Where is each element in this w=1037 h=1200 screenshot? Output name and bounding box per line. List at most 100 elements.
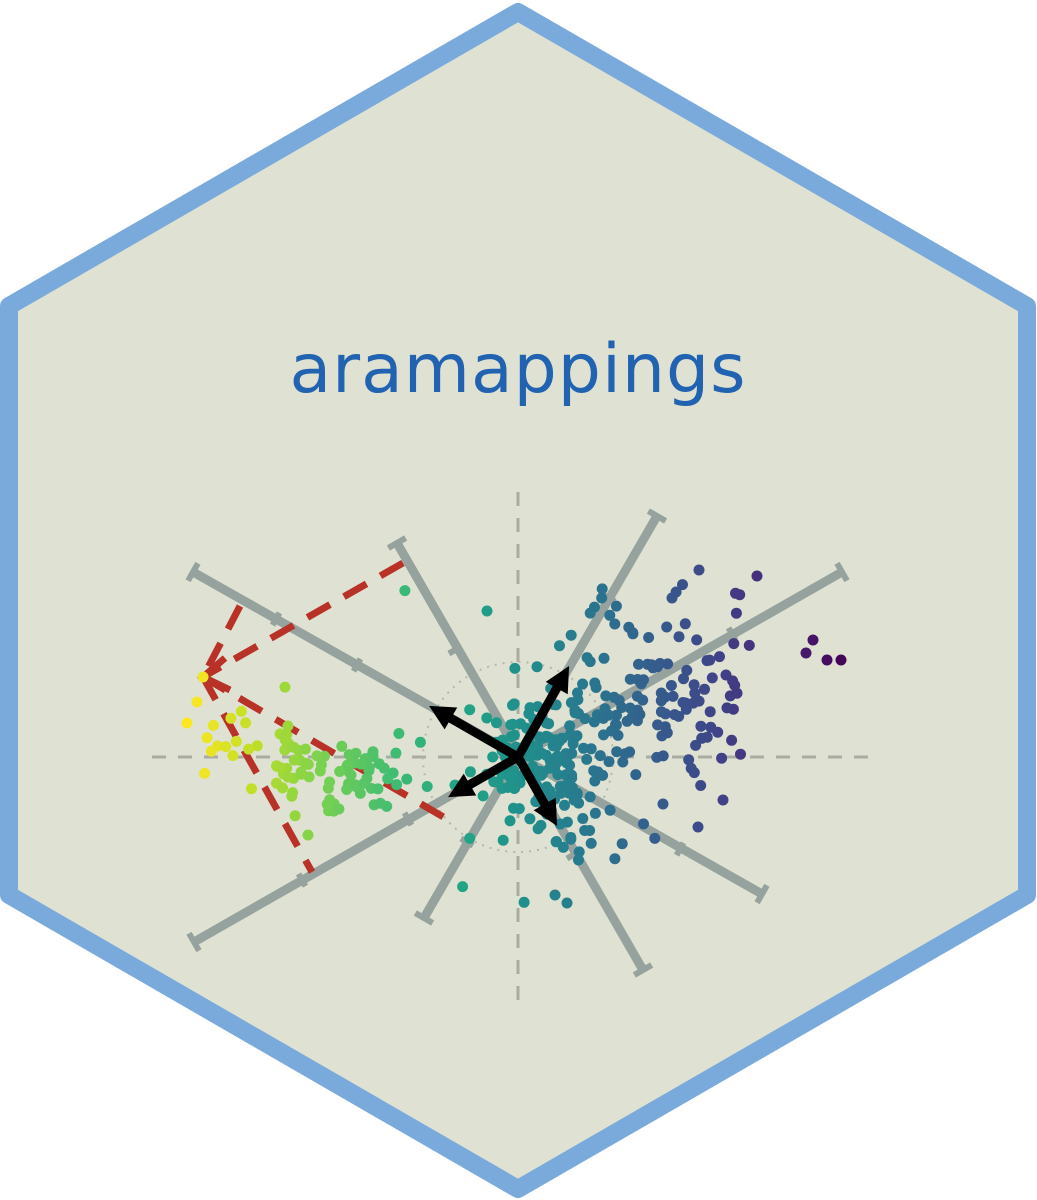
scatter-point (604, 609, 616, 621)
scatter-point (508, 698, 520, 710)
scatter-point (612, 729, 624, 741)
scatter-point (569, 707, 581, 719)
scatter-point (624, 702, 636, 714)
logo-title: aramappings (289, 330, 746, 409)
scatter-point (481, 605, 493, 617)
scatter-point (288, 741, 300, 753)
scatter-point (502, 782, 514, 793)
scatter-point (821, 654, 833, 666)
scatter-point (685, 762, 697, 774)
scatter-point (555, 787, 567, 799)
scatter-point (565, 629, 577, 641)
scatter-point (705, 721, 717, 733)
scatter-point (731, 687, 743, 699)
projection-line-bottom (199, 675, 316, 874)
scatter-point (201, 732, 213, 744)
scatter-point (324, 794, 336, 806)
scatter-point (677, 579, 688, 591)
scatter-point (524, 813, 536, 825)
scatter-point (610, 719, 621, 731)
scatter-point (704, 706, 716, 718)
axis-endcap (834, 561, 850, 583)
scatter-point (421, 781, 433, 792)
scatter-point (559, 799, 570, 811)
scatter-point (624, 746, 636, 758)
scatter-point (604, 804, 616, 816)
scatter-point (564, 720, 576, 732)
projection-line-left (199, 604, 244, 679)
scatter-point (573, 846, 585, 858)
scatter-point (464, 766, 476, 778)
scatter-point (550, 836, 562, 848)
scatter-point (275, 762, 286, 774)
scatter-point (295, 768, 307, 780)
scatter-point (699, 683, 710, 695)
scatter-point (220, 741, 232, 753)
scatter-point (683, 754, 695, 766)
axis-tick (350, 657, 364, 673)
scatter-point (391, 779, 403, 791)
scatter-point (550, 754, 562, 765)
scatter-point (649, 832, 661, 844)
arrow-head (448, 773, 477, 798)
scatter-point (541, 781, 553, 793)
scatter-point (314, 765, 326, 777)
scatter-point (616, 702, 628, 713)
scatter-point (549, 889, 561, 901)
scatter-point (342, 765, 354, 777)
scatter-point (393, 728, 405, 739)
axis-tick (725, 626, 739, 642)
scatter-point (584, 791, 596, 803)
scatter-point (751, 570, 763, 582)
scatter-point (504, 815, 516, 827)
scatter-point (666, 592, 678, 604)
scatter-point (800, 647, 812, 659)
scatter-point (598, 652, 610, 664)
scatter-point (227, 750, 239, 762)
scatter-point (652, 719, 664, 731)
scatter-point (566, 747, 578, 759)
scatter-point (279, 681, 291, 693)
scatter-point (246, 783, 257, 795)
scatter-point (631, 690, 643, 702)
scatter-point (678, 673, 689, 685)
scatter-point (634, 709, 646, 720)
scatter-point (585, 837, 597, 849)
scatter-point (630, 769, 642, 781)
scatter-point (464, 704, 476, 716)
arrow-head (429, 705, 458, 730)
scatter-point (540, 730, 552, 742)
scatter-point (727, 675, 739, 687)
axis-tick (295, 872, 309, 888)
scatter-point (603, 709, 615, 721)
projection-lines (199, 559, 454, 874)
scatter-point (311, 750, 323, 762)
guide-lines (152, 492, 872, 1000)
scatter-point (550, 734, 562, 746)
scatter-point (627, 627, 639, 639)
arrow-shaft (464, 752, 523, 790)
axis-endcap (386, 535, 408, 551)
scatter-point (367, 746, 379, 758)
scatter-point (481, 712, 493, 724)
scatter-point (191, 696, 203, 708)
scatter-point (358, 777, 370, 789)
scatter-point (324, 776, 336, 788)
scatter-point (661, 621, 673, 633)
scatter-point (199, 767, 211, 779)
scatter-point (240, 717, 252, 729)
scatter-point (277, 782, 288, 794)
axis-tick (673, 841, 687, 857)
scatter-point (401, 773, 413, 785)
scatter-point (611, 709, 622, 721)
scatter-point (633, 658, 644, 670)
scatter-points (181, 564, 847, 909)
scatter-point (299, 757, 311, 769)
scatter-point (372, 783, 384, 795)
axis-tick (447, 643, 463, 657)
scatter-point (657, 750, 669, 762)
scatter-point (561, 897, 573, 909)
scatter-point (251, 740, 263, 752)
scatter-point (589, 775, 601, 787)
scatter-point (350, 747, 362, 759)
